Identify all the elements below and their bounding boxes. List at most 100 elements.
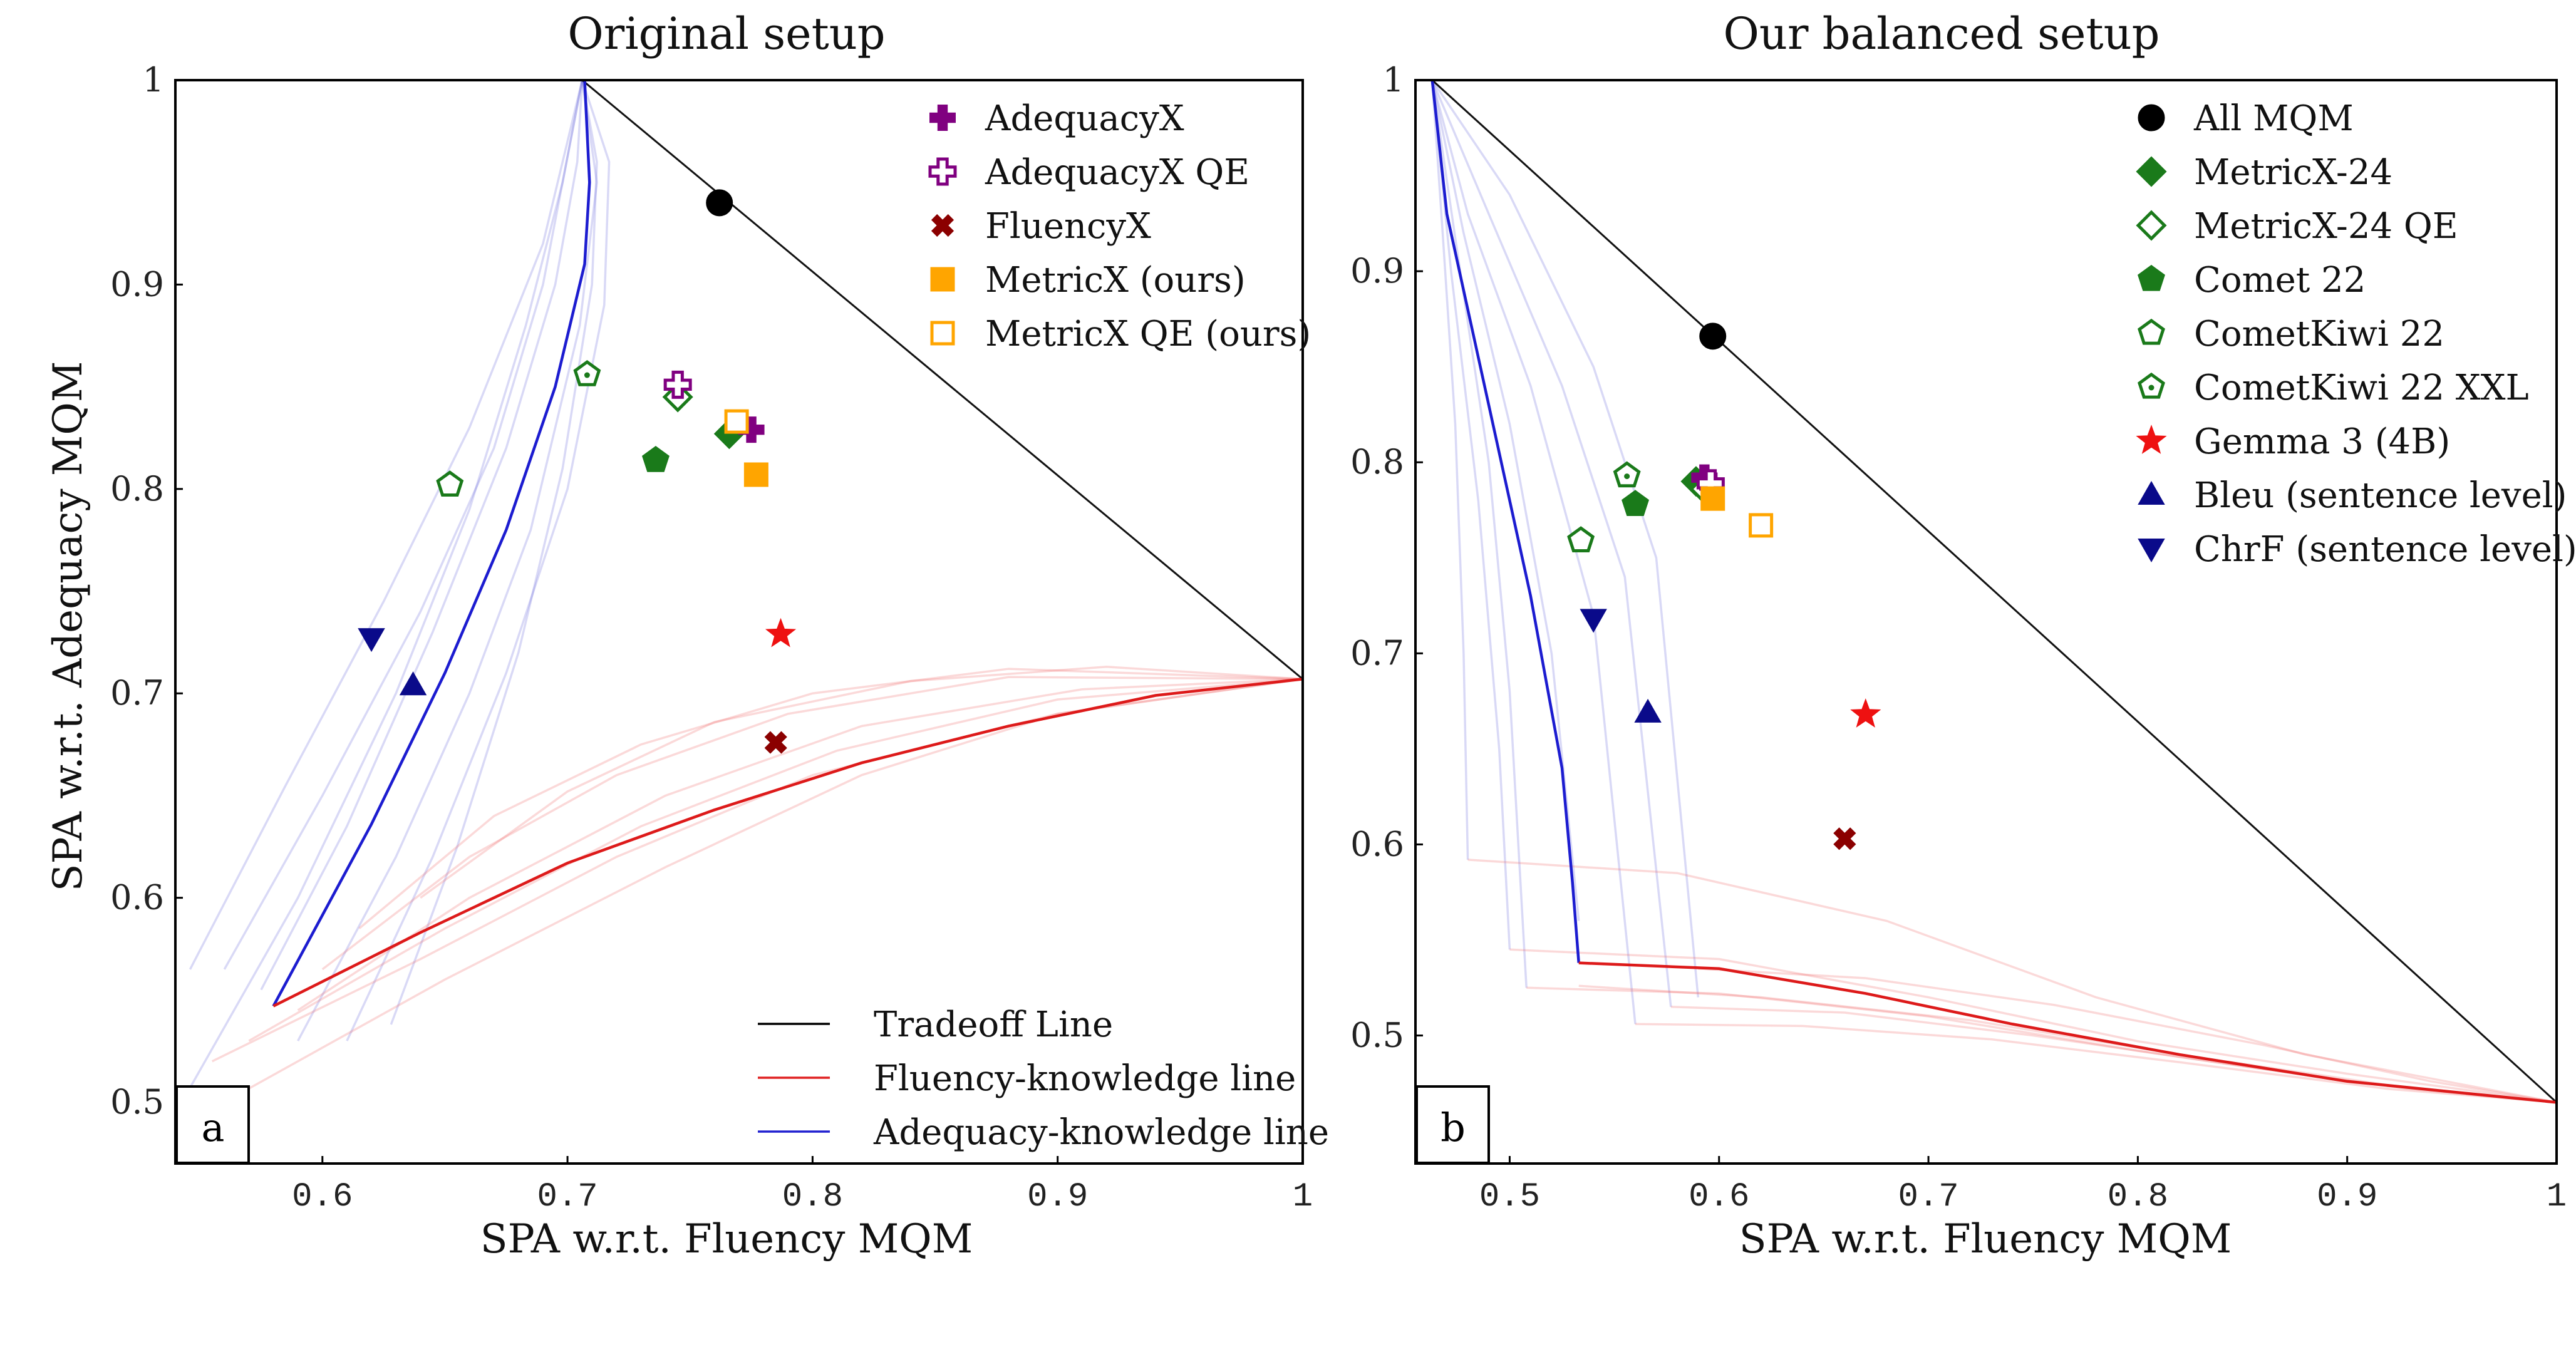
panel-b-xtick-label-5: 1 — [2547, 1178, 2567, 1216]
panel-a-legend-marker-fluencyx-group — [931, 214, 954, 237]
panel-a-adequacy-variant-3 — [346, 80, 611, 1041]
panel-a-legend-label-fluencyx: FluencyX — [985, 206, 1151, 247]
panel-a-point-gemma-3-4b — [765, 617, 797, 648]
panel-b-fluency-variant-1 — [1509, 948, 2557, 1104]
panel-b-legend-marker-cometkiwi-22-xxl-dot — [2148, 384, 2154, 391]
panel-b-point-fluencyx — [1833, 827, 1856, 850]
panel-b-point-chrf-sentence-level — [1580, 609, 1607, 633]
panel-a-adequacy-variant-2 — [297, 80, 598, 1041]
panel-b-adequacy-line — [1430, 80, 1581, 963]
panel-a-fluency-line — [272, 678, 1303, 1008]
panel-b-point-comet-22 — [1622, 490, 1649, 517]
panel-b-legend-label-bleu-sentence-level: Bleu (sentence level) — [2194, 475, 2567, 516]
panel-b-ytick-label-1: 0.6 — [1350, 824, 1404, 864]
panel-a-tradeoff-line — [581, 80, 1303, 680]
panel-a-point-fluencyx — [764, 731, 787, 754]
panel-b-legend-marker-bleu-sentence-level — [2138, 480, 2165, 505]
panel-a-xtick-label-0: 0.6 — [292, 1178, 353, 1216]
panel-b-xlabel: SPA w.r.t. Fluency MQM — [1739, 1216, 2232, 1262]
panel-a-fluency-variant-6 — [420, 666, 1303, 899]
panel-a: Original setup 0.6 0.7 0.8 0.9 1 0.5 0.6 0.7 0.8… — [45, 8, 1329, 1262]
panel-b-legend-marker-gemma-3-4b — [2136, 425, 2167, 454]
panel-b-adequacy-variant-2 — [1431, 80, 1580, 921]
panel-b-legend-label-cometkiwi-22-xxl: CometKiwi 22 XXL — [2194, 368, 2529, 408]
panel-b-legend-marker-chrf-sentence-level — [2138, 539, 2165, 563]
panel-a-ytick-label-0: 0.5 — [110, 1082, 164, 1122]
panel-b-fluency-variant-3 — [1635, 1023, 2557, 1104]
panel-a-fluency-variant-2 — [321, 676, 1303, 971]
panel-a-legend-label-metricx-ours: MetricX (ours) — [985, 260, 1246, 301]
panel-a-plot-frame — [174, 79, 1304, 1165]
panel-a-legend-label-adequacyx: AdequacyX — [985, 98, 1184, 139]
panel-a-adequacy-variant-5 — [187, 80, 584, 1093]
panel-b-legend-label-comet-22: Comet 22 — [2194, 260, 2366, 301]
panel-a-point-metricx-ours — [743, 462, 768, 487]
panel-b-point-fluencyx-group — [1833, 827, 1856, 850]
panel-a-legend-label-metricx-qe-ours: MetricX QE (ours) — [985, 314, 1311, 354]
panel-a-legend-marker-metricx-ours — [930, 267, 955, 292]
panel-b-point-cometkiwi-22 — [1567, 526, 1595, 553]
panel-b-adequacy-variant-4 — [1431, 80, 1672, 1007]
panel-a-ytick-label-4: 0.9 — [110, 264, 164, 304]
panel-b-point-bleu-sentence-level — [1634, 698, 1662, 723]
panel-a-ylabel: SPA w.r.t. Adequacy MQM — [45, 361, 91, 892]
panel-b-tradeoff-line — [1431, 80, 2557, 1103]
panel-b-letter-box — [1415, 1085, 1490, 1164]
panel-b-ytick-label-3: 0.8 — [1350, 442, 1404, 482]
panel-b-fluency-variant-6 — [1698, 968, 2557, 1104]
panel-b-adequacy-variant-5 — [1431, 80, 1700, 998]
panel-a-letter: a — [202, 1105, 225, 1150]
panel-b-fluency-line — [1578, 961, 2557, 1104]
panel-a-point-fluencyx-group — [764, 731, 787, 754]
panel-b-legend-label-cometkiwi-22: CometKiwi 22 — [2194, 314, 2444, 354]
panel-b-legend-label-metricx-24: MetricX-24 — [2194, 152, 2392, 193]
panel-b-letter: b — [1441, 1105, 1466, 1150]
panel-a-points — [358, 189, 797, 754]
panel-a-xtick-label-3: 0.9 — [1027, 1178, 1088, 1216]
panel-b-xtick-label-1: 0.6 — [1689, 1178, 1749, 1216]
panel-a-line-legend-label-fluency-knowledge-line: Fluency-knowledge line — [874, 1058, 1296, 1099]
panel-a-point-all-mqm — [706, 189, 733, 217]
panel-a-ytick-label-5: 1 — [143, 60, 164, 100]
panel-b-point-cometkiwi-22-xxl-dot — [1624, 473, 1630, 480]
panel-a-xtick-label-2: 0.8 — [782, 1178, 843, 1216]
panel-a-adequacy-variant-6 — [390, 80, 598, 1025]
panel-a-clipped-lines — [187, 80, 1303, 1103]
panel-b-point-all-mqm — [1699, 323, 1727, 350]
panel-b-point-gemma-3-4b — [1850, 698, 1881, 728]
panel-b-plot-frame — [1414, 79, 2558, 1165]
panel-a-ticks: 0.6 0.7 0.8 0.9 1 0.5 0.6 0.7 0.8 0.9 1 — [110, 60, 1313, 1216]
panel-a-line-legend-label-tradeoff-line: Tradeoff Line — [874, 1004, 1113, 1045]
panel-b-legend: All MQM MetricX-24 MetricX-24 QE Comet 22 Co… — [2136, 98, 2576, 570]
panel-b-clipped-lines — [1430, 80, 2557, 1104]
panel-b-adequacy-variant-3 — [1431, 80, 1637, 1024]
panel-a-point-cometkiwi-22-xxl-dot — [584, 372, 590, 378]
panel-a-letter-box — [175, 1085, 250, 1164]
panel-b-legend-marker-metricx-24-qe — [2136, 210, 2167, 241]
panel-b-fluency-variant-2 — [1578, 984, 2557, 1104]
panel-a-legend-marker-metricx-qe-ours — [930, 321, 955, 346]
panel-b: Our balanced setup 0.5 0.6 0.7 0.8 0.9 10.50.… — [1350, 8, 2576, 1262]
panel-b-legend-marker-comet-22 — [2138, 264, 2165, 291]
panel-b-ytick-label-2: 0.7 — [1350, 633, 1404, 673]
panel-a-lines — [187, 80, 1303, 1103]
panel-b-points — [1567, 323, 1881, 850]
panel-a-ytick-label-2: 0.7 — [110, 673, 164, 713]
panel-a-point-comet-22 — [641, 446, 670, 472]
panel-a-point-metricx-qe-ours — [724, 409, 749, 434]
panel-a-legend-marker-adequacyx — [929, 105, 956, 131]
panel-a-fluency-variant-1 — [248, 678, 1303, 1042]
panel-a-adequacy-variant-1 — [189, 80, 584, 970]
panel-a-point-bleu-sentence-level — [399, 671, 427, 696]
panel-a-point-chrf-sentence-level — [358, 628, 385, 653]
panel-a-line-legend: Tradeoff Line Fluency-knowledge line Adequ… — [758, 1004, 1329, 1153]
panel-b-ticks: 0.5 0.6 0.7 0.8 0.9 1 0.5 0.6 0.7 0.8 0.9 1 — [1350, 60, 2567, 1216]
panel-b-legend-marker-all-mqm — [2138, 104, 2165, 132]
panel-b-legend-label-all-mqm: All MQM — [2193, 98, 2354, 139]
panel-b-title: Our balanced setup — [1724, 8, 2160, 59]
panel-b-adequacy-variant-0 — [1431, 80, 1511, 950]
panel-a-fluency-variant-3 — [358, 668, 1303, 929]
panel-a-adequacy-line — [272, 80, 591, 1007]
panel-b-legend-marker-cometkiwi-22 — [2138, 318, 2165, 345]
